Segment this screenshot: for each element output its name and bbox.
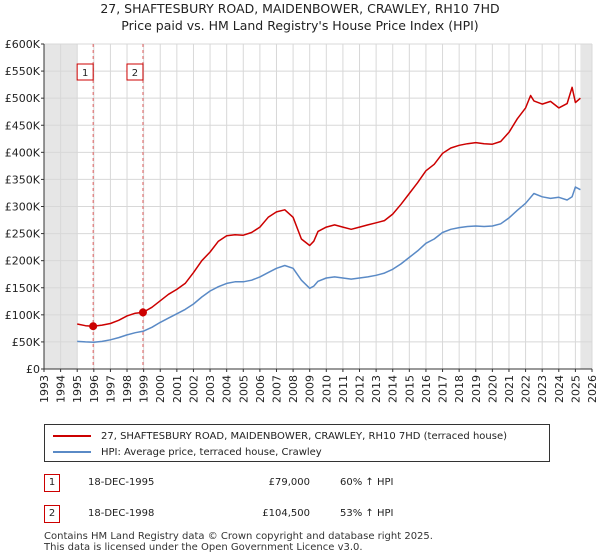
annotation-label: 1	[82, 68, 88, 79]
x-tick-label: 1996	[88, 375, 101, 403]
chart-subtitle: Price paid vs. HM Land Registry's House …	[121, 18, 479, 33]
y-tick-label: £500K	[5, 92, 41, 105]
y-tick-label: £150K	[5, 282, 41, 295]
x-tick-label: 2007	[270, 375, 283, 403]
legend-item-hpi: HPI: Average price, terraced house, Craw…	[53, 444, 322, 460]
legend-label-hpi: HPI: Average price, terraced house, Craw…	[101, 446, 322, 458]
legend-swatch-hpi	[53, 451, 91, 453]
y-tick-label: £450K	[5, 119, 41, 132]
annotation-box	[76, 63, 94, 81]
property-series-line	[77, 86, 581, 327]
footer-copyright: Contains HM Land Registry data © Crown c…	[44, 531, 433, 542]
footer-licence: This data is licensed under the Open Gov…	[44, 542, 363, 553]
x-tick-label: 1995	[71, 375, 84, 403]
transaction-hpi: 60% ↑ HPI	[340, 477, 394, 488]
x-tick-label: 2014	[387, 375, 400, 403]
x-tick-label: 2009	[304, 375, 317, 403]
x-tick-label: 2020	[486, 375, 499, 403]
y-tick-label: £550K	[5, 65, 41, 78]
sale-marker	[89, 322, 98, 331]
x-tick-label: 2006	[254, 375, 267, 403]
sale-marker	[138, 308, 147, 317]
transaction-price: £79,000	[268, 477, 310, 488]
x-tick-label: 2025	[569, 375, 582, 403]
y-tick-label: £350K	[5, 173, 41, 186]
x-tick-label: 2010	[320, 375, 333, 403]
x-tick-label: 2008	[287, 375, 300, 403]
y-tick-label: £400K	[5, 146, 41, 159]
transaction-price: £104,500	[262, 508, 310, 519]
hpi-series-line	[77, 186, 581, 343]
x-tick-label: 2004	[221, 375, 234, 403]
annotation-label: 2	[132, 68, 138, 79]
x-tick-label: 1997	[104, 375, 117, 403]
footer: Contains HM Land Registry data © Crown c…	[44, 531, 433, 553]
x-tick-label: 2022	[520, 375, 533, 403]
legend-swatch-property	[53, 435, 91, 437]
x-tick-label: 2016	[420, 375, 433, 403]
transaction-date: 18-DEC-1998	[88, 508, 155, 519]
x-tick-label: 2018	[453, 375, 466, 403]
transaction-badge: 1	[44, 474, 60, 492]
x-tick-label: 1994	[55, 375, 68, 403]
x-tick-label: 2012	[354, 375, 367, 403]
y-tick-label: £600K	[5, 38, 41, 51]
legend-label-property: 27, SHAFTESBURY ROAD, MAIDENBOWER, CRAWL…	[101, 430, 508, 442]
x-tick-label: 2002	[187, 375, 200, 403]
y-tick-label: £250K	[5, 228, 41, 241]
x-tick-label: 2013	[370, 375, 383, 403]
y-tick-label: £300K	[5, 201, 41, 214]
chart-legend: 27, SHAFTESBURY ROAD, MAIDENBOWER, CRAWL…	[44, 424, 550, 462]
x-tick-label: 2019	[470, 375, 483, 403]
x-tick-label: 1999	[138, 375, 151, 403]
legend-item-property: 27, SHAFTESBURY ROAD, MAIDENBOWER, CRAWL…	[53, 428, 507, 444]
x-tick-label: 2000	[154, 375, 167, 403]
x-tick-label: 2021	[503, 375, 516, 403]
chart-title-block: 27, SHAFTESBURY ROAD, MAIDENBOWER, CRAWL…	[0, 0, 600, 34]
x-tick-label: 2015	[403, 375, 416, 403]
x-tick-label: 2003	[204, 375, 217, 403]
y-tick-label: £0	[26, 363, 40, 376]
transaction-date: 18-DEC-1995	[88, 477, 155, 488]
y-tick-label: £50K	[12, 336, 41, 349]
annotation-box	[126, 63, 144, 81]
y-tick-label: £100K	[5, 309, 41, 322]
x-tick-label: 2026	[586, 375, 599, 403]
y-tick-label: £200K	[5, 255, 41, 268]
chart-title: 27, SHAFTESBURY ROAD, MAIDENBOWER, CRAWL…	[100, 1, 500, 16]
transaction-badge: 2	[44, 505, 60, 523]
x-tick-label: 2017	[437, 375, 450, 403]
x-tick-label: 2024	[553, 375, 566, 403]
price-chart: 1 2 £0 £50K £100K £150K £200K £250K £300K £350K £…	[5, 38, 599, 403]
transaction-hpi: 53% ↑ HPI	[340, 508, 394, 519]
x-tick-label: 1998	[121, 375, 134, 403]
x-tick-label: 1993	[38, 375, 51, 403]
x-tick-label: 2011	[337, 375, 350, 403]
x-tick-label: 2023	[536, 375, 549, 403]
transaction-row: 2 18-DEC-1998 £104,500 53% ↑ HPI	[44, 505, 564, 525]
x-tick-label: 2001	[171, 375, 184, 403]
x-tick-label: 2005	[237, 375, 250, 403]
transaction-row: 1 18-DEC-1995 £79,000 60% ↑ HPI	[44, 474, 564, 494]
